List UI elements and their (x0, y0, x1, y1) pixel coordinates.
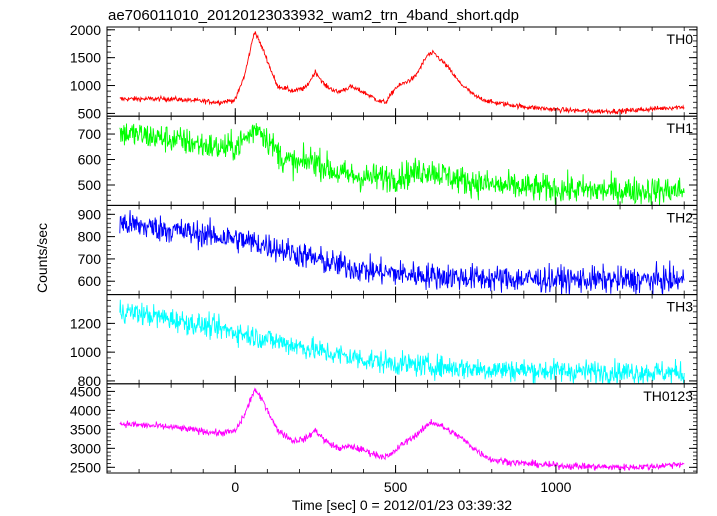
panel-label-th2: TH2 (667, 209, 694, 225)
x-tick-label: 0 (231, 479, 239, 495)
y-tick-label: 800 (78, 373, 102, 389)
series-line-th0 (119, 31, 685, 115)
y-tick-label: 4000 (70, 402, 101, 418)
x-axis-label: Time [sec] 0 = 2012/01/23 03:39:32 (292, 497, 512, 513)
panel-label-th0123: TH0123 (643, 388, 693, 404)
y-tick-label: 2500 (70, 459, 101, 475)
y-tick-label: 1200 (70, 315, 101, 331)
y-axis-label: Counts/sec (34, 223, 50, 293)
y-tick-label: 3000 (70, 440, 101, 456)
y-tick-label: 800 (78, 229, 102, 245)
panels-group: 500 1000 1500 2000 TH0 500 600 700 TH1 600 700 800 9… (70, 22, 698, 495)
series-line-th0123 (119, 387, 685, 472)
y-tick-label: 2000 (70, 22, 101, 38)
x-tick-label: 1000 (540, 479, 571, 495)
panel-frame-th0123 (106, 383, 698, 474)
y-tick-label: 500 (78, 105, 102, 121)
y-tick-label: 1500 (70, 50, 101, 66)
y-tick-label: 700 (78, 251, 102, 267)
y-tick-label: 600 (78, 273, 102, 289)
chart-title: ae706011010_20120123033932_wam2_trn_4ban… (108, 7, 519, 24)
x-tick-label: 500 (384, 479, 408, 495)
y-tick-label: 500 (78, 177, 102, 193)
y-tick-label: 700 (78, 126, 102, 142)
y-tick-label: 4500 (70, 383, 101, 399)
y-tick-label: 600 (78, 152, 102, 168)
panel-label-th3: TH3 (667, 299, 694, 315)
y-tick-label: 1000 (70, 344, 101, 360)
y-tick-label: 3500 (70, 421, 101, 437)
series-line-th3 (119, 299, 685, 384)
panel-label-th1: TH1 (667, 120, 694, 136)
y-tick-label: 900 (78, 206, 102, 222)
series-line-th1 (119, 123, 685, 206)
y-tick-label: 1000 (70, 78, 101, 94)
panel-label-th0: TH0 (667, 31, 694, 47)
series-line-th2 (119, 210, 685, 295)
panel-frame-th0 (106, 26, 698, 117)
